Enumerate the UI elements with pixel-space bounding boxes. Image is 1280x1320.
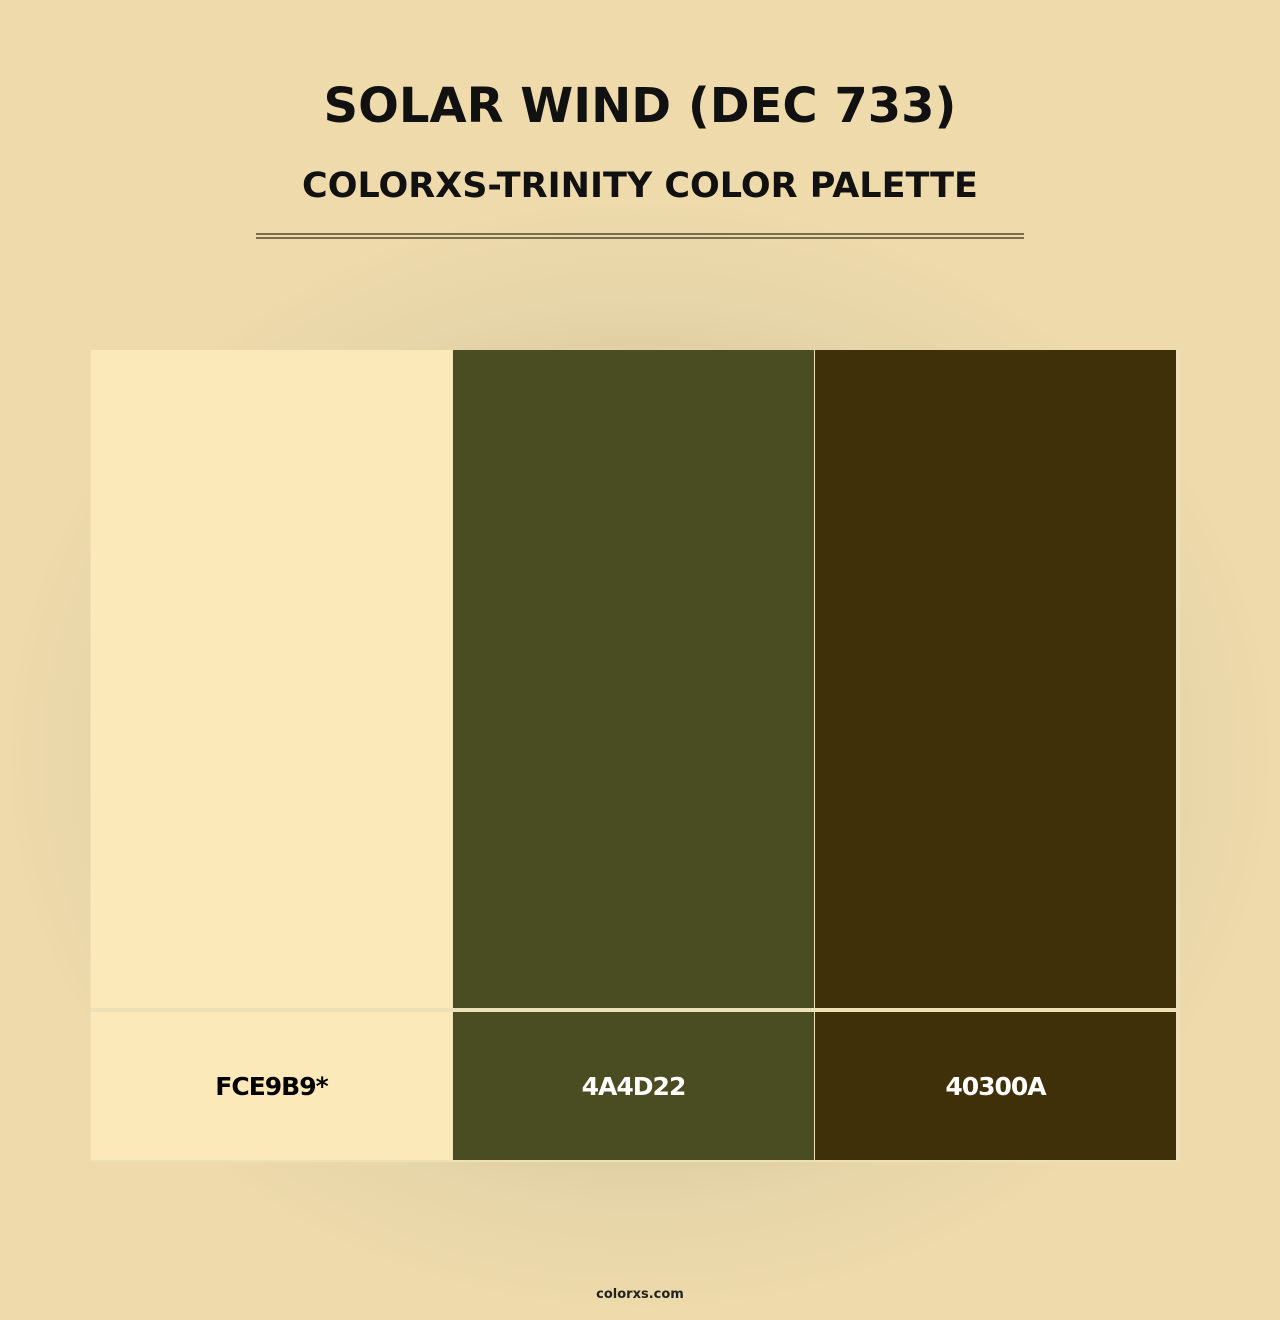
palette-panel: FCE9B9* 4A4D22 40300A — [90, 350, 1180, 1162]
color-hex-label: FCE9B9* — [91, 1012, 452, 1160]
divider — [256, 233, 1024, 235]
color-swatch — [815, 350, 1176, 1008]
page-subtitle: COLORXS-TRINITY COLOR PALETTE — [302, 166, 978, 206]
color-swatch — [453, 350, 814, 1008]
page-title: SOLAR WIND (DEC 733) — [323, 78, 957, 134]
footer-site: colorxs.com — [596, 1287, 684, 1302]
color-hex-label: 40300A — [815, 1012, 1176, 1160]
color-swatch — [91, 350, 452, 1008]
color-hex-label: 4A4D22 — [453, 1012, 814, 1160]
divider — [256, 237, 1024, 239]
